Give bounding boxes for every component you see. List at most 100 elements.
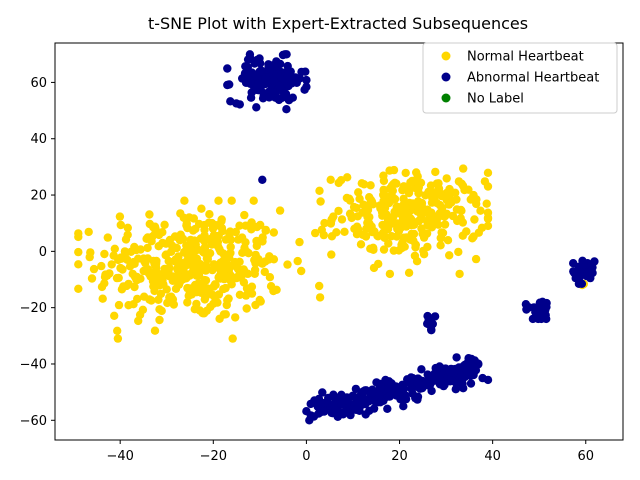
data-point (235, 100, 244, 109)
data-point (213, 298, 222, 307)
data-point (113, 326, 122, 335)
data-point (399, 182, 408, 191)
data-point (272, 285, 281, 294)
data-point (261, 226, 270, 235)
data-point (265, 273, 275, 282)
data-point (430, 312, 440, 321)
data-point (431, 167, 440, 177)
data-point (451, 378, 461, 387)
data-point (130, 282, 139, 292)
data-point (223, 296, 232, 305)
data-point (315, 186, 324, 195)
data-point (537, 311, 547, 320)
data-point (406, 235, 415, 244)
data-point (208, 290, 217, 299)
data-point (265, 93, 274, 102)
data-point (483, 214, 493, 223)
data-point (452, 353, 461, 362)
data-point (456, 214, 465, 223)
data-point (152, 270, 162, 279)
data-point (98, 294, 107, 303)
data-point (483, 221, 493, 231)
data-point (316, 197, 325, 206)
data-point (251, 57, 261, 67)
data-point (221, 310, 230, 319)
data-point (167, 294, 176, 303)
data-point (423, 208, 433, 217)
data-point (480, 177, 490, 186)
data-point (356, 240, 366, 249)
data-point (388, 193, 397, 202)
data-point (252, 236, 261, 246)
data-point (417, 365, 426, 374)
data-point (398, 238, 407, 247)
data-point (269, 76, 278, 86)
data-point (223, 64, 232, 73)
data-point (225, 80, 234, 89)
x-tick-label: −40 (106, 449, 133, 464)
data-point (434, 378, 444, 387)
data-point (150, 259, 159, 269)
data-point (74, 284, 83, 293)
legend-marker (441, 51, 451, 61)
data-point (258, 237, 267, 246)
data-point (97, 282, 107, 292)
data-point (445, 251, 454, 260)
data-point (333, 412, 342, 421)
data-point (219, 284, 228, 294)
data-point (250, 269, 259, 278)
series-abnormal-heartbeat (223, 50, 599, 425)
data-point (246, 79, 255, 89)
data-point (100, 249, 109, 259)
x-tick-label: 0 (302, 449, 310, 464)
data-point (423, 242, 432, 252)
data-point (228, 334, 237, 343)
data-point (164, 271, 173, 280)
data-point (384, 239, 393, 248)
data-point (358, 393, 368, 402)
data-point (315, 281, 324, 291)
data-point (295, 74, 304, 83)
data-point (252, 103, 261, 112)
data-point (214, 196, 223, 205)
data-point (227, 275, 237, 285)
data-point (327, 216, 336, 225)
data-point (369, 263, 379, 273)
data-point (351, 384, 361, 394)
data-point (297, 67, 306, 77)
data-point (332, 228, 341, 237)
data-point (293, 256, 302, 266)
data-point (225, 230, 234, 240)
data-point (327, 250, 336, 259)
data-point (295, 237, 304, 247)
data-point (252, 72, 261, 81)
y-tick-label: −40 (20, 357, 47, 372)
data-point (130, 242, 139, 252)
data-point (363, 212, 372, 222)
data-point (282, 50, 291, 59)
data-point (281, 89, 291, 99)
data-point (74, 247, 83, 257)
data-point (155, 305, 164, 314)
data-point (464, 369, 473, 379)
data-point (188, 254, 197, 264)
data-point (204, 218, 214, 227)
data-point (440, 220, 450, 229)
data-point (376, 204, 385, 213)
data-point (404, 188, 414, 198)
data-point (412, 168, 421, 177)
data-point (452, 205, 462, 214)
data-point (275, 206, 285, 215)
data-point (205, 210, 214, 219)
data-point (412, 257, 422, 266)
data-point (579, 260, 588, 269)
data-point (97, 261, 106, 271)
data-point (226, 248, 235, 258)
data-point (415, 380, 424, 389)
data-point (437, 228, 446, 237)
series-normal-heartbeat (74, 164, 588, 343)
data-point (241, 62, 250, 71)
data-point (569, 267, 578, 277)
data-point (146, 272, 155, 281)
